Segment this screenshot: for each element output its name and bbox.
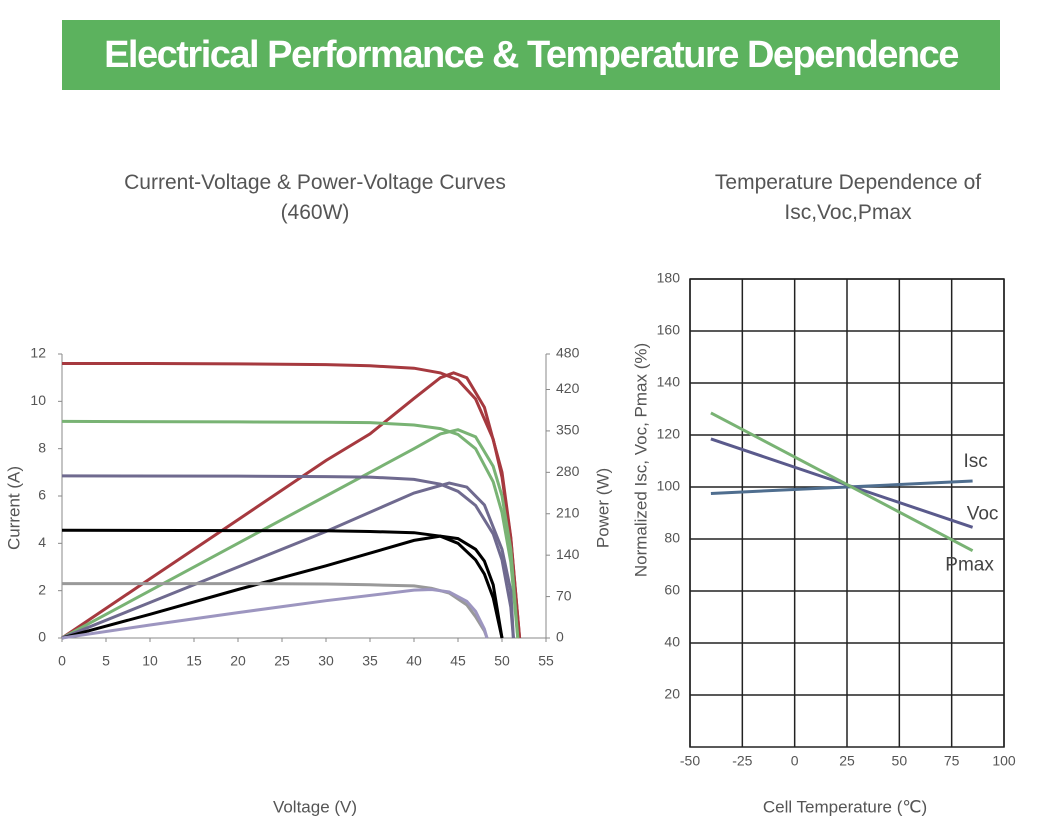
header-title: Electrical Performance & Temperature Dep… — [62, 20, 1000, 90]
y-tick-label: 180 — [657, 270, 681, 286]
series-line — [62, 362, 522, 639]
y-tick-label: 12 — [30, 345, 46, 361]
y2-tick-label: 0 — [556, 629, 564, 645]
x-tick-label: 40 — [406, 653, 422, 669]
series-line — [61, 534, 504, 640]
series-line — [61, 371, 522, 640]
x-axis-title: Voltage (V) — [273, 797, 357, 816]
y-tick-label: 8 — [38, 439, 46, 455]
x-tick-label: 75 — [944, 753, 960, 769]
y2-tick-label: 480 — [556, 345, 580, 361]
series-line — [61, 474, 515, 639]
x-tick-label: 50 — [494, 653, 510, 669]
x-tick-label: 30 — [318, 653, 334, 669]
y-tick-label: 6 — [38, 487, 46, 503]
x-tick-label: 50 — [892, 753, 908, 769]
x-tick-label: 25 — [274, 653, 290, 669]
y-tick-label: 20 — [664, 686, 680, 702]
y-tick-label: 2 — [38, 581, 46, 597]
y-tick-label: 140 — [657, 374, 681, 390]
x-axis-title: Cell Temperature (℃) — [763, 797, 927, 816]
series-line — [61, 481, 515, 640]
y2-tick-label: 210 — [556, 504, 580, 520]
x-tick-label: 0 — [58, 653, 66, 669]
x-tick-label: 35 — [362, 653, 378, 669]
y-tick-label: 40 — [664, 634, 680, 650]
x-tick-label: 10 — [142, 653, 158, 669]
x-tick-label: 15 — [186, 653, 202, 669]
y-tick-label: 0 — [38, 629, 46, 645]
x-tick-label: -25 — [732, 753, 752, 769]
y-tick-label: 100 — [657, 478, 681, 494]
series-label: Pmax — [945, 555, 994, 576]
y-tick-label: 80 — [664, 530, 680, 546]
chart-title: Current-Voltage & Power-Voltage Curves (… — [124, 171, 506, 224]
series-line — [710, 411, 974, 553]
x-tick-label: 25 — [839, 753, 855, 769]
x-tick-label: 20 — [230, 653, 246, 669]
y2-tick-label: 280 — [556, 463, 580, 479]
y2-tick-label: 140 — [556, 546, 580, 562]
series-label: Isc — [963, 451, 987, 472]
chart-title: Temperature Dependence of Isc,Voc,Pmax — [714, 171, 982, 224]
x-tick-label: -50 — [680, 753, 700, 769]
y2-tick-label: 420 — [556, 380, 580, 396]
x-tick-label: 5 — [102, 653, 110, 669]
x-tick-label: 0 — [791, 753, 799, 769]
y-tick-label: 160 — [657, 322, 681, 338]
y-tick-label: 60 — [664, 582, 680, 598]
x-tick-label: 100 — [992, 753, 1016, 769]
y-tick-label: 4 — [38, 534, 46, 550]
y-tick-label: 120 — [657, 426, 681, 442]
y-axis-title: Current (A) — [4, 466, 23, 550]
y-tick-label: 10 — [30, 392, 46, 408]
y-axis-title: Normalized Isc, Voc, Pmax (%) — [631, 343, 650, 577]
series-line — [61, 587, 489, 640]
series-label: Voc — [967, 503, 999, 524]
series-line — [710, 479, 973, 495]
y2-tick-label: 70 — [556, 587, 572, 603]
y2-tick-label: 350 — [556, 422, 580, 438]
x-tick-label: 55 — [538, 653, 554, 669]
y2-axis-title: Power (W) — [593, 468, 612, 548]
x-tick-label: 45 — [450, 653, 466, 669]
series-line — [61, 428, 520, 640]
